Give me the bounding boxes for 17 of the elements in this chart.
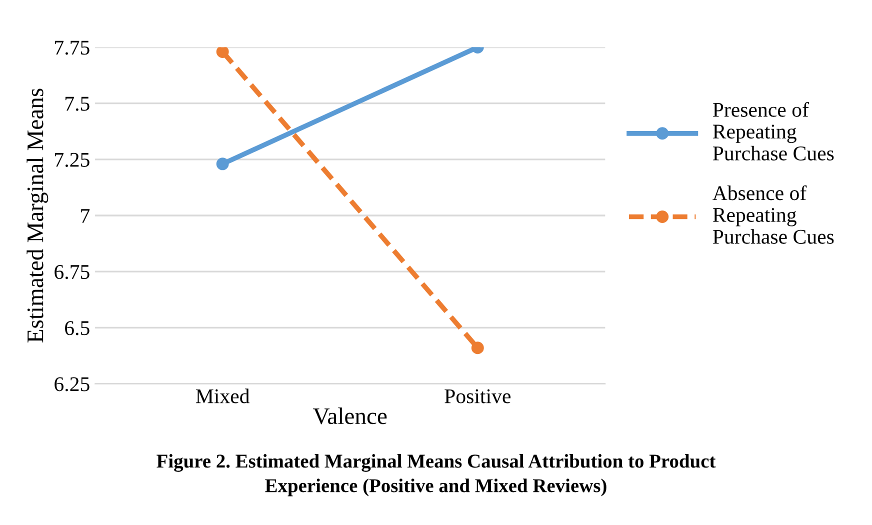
y-tick-label: 7.5 <box>66 96 90 111</box>
y-tick-label: 7 <box>81 209 90 223</box>
x-tick-label: Mixed <box>196 388 250 404</box>
y-tick-label: 6.75 <box>54 265 90 280</box>
y-tick-label: 7.75 <box>55 40 90 55</box>
point <box>471 342 484 354</box>
point <box>216 158 229 170</box>
x-tick-label: Positive <box>444 389 510 404</box>
caption: Figure 2. Estimated Marginal Means Causal Attribution to Product Experience (Positive and Mixed Reviews) <box>156 454 716 496</box>
legend-label: Presence of Repeating Purchase Cues <box>712 102 834 160</box>
x-axis-title: Valence <box>313 408 387 424</box>
legend-label: Absence of Repeating Purchase Cues <box>712 185 834 244</box>
y-axis-title: Estimated Marginal Means <box>26 88 48 342</box>
y-tick-label: 6.5 <box>65 321 90 336</box>
y-tick-label: 6.25 <box>54 377 90 392</box>
point <box>216 47 229 58</box>
y-tick-label: 7.25 <box>55 152 90 167</box>
